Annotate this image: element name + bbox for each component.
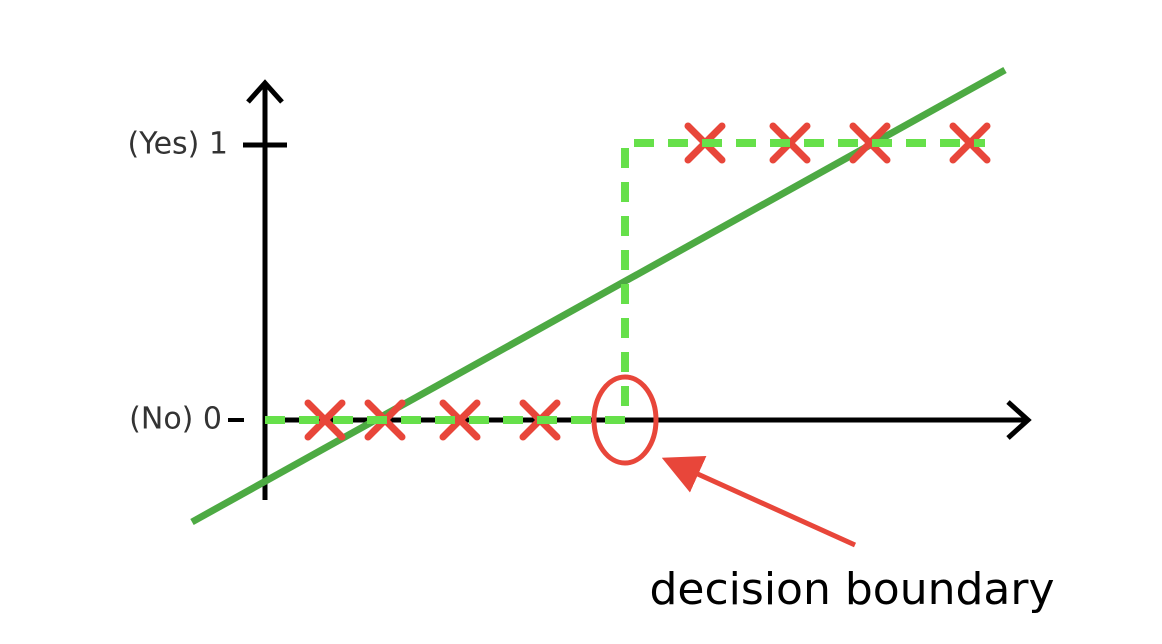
annotation: decision boundary (649, 564, 1054, 615)
step-function (265, 139, 985, 424)
boundary-arrow (661, 456, 857, 548)
label-no: (No) 0 (129, 402, 222, 437)
regression-line (190, 66, 1007, 526)
y-axis-arrow (246, 79, 284, 104)
boundary-circle (591, 374, 659, 466)
point (304, 399, 346, 441)
point (849, 122, 891, 164)
label-yes: (Yes) 1 (128, 127, 228, 162)
point (949, 122, 991, 164)
point (439, 399, 481, 441)
x-axis-arrow (1006, 400, 1032, 440)
